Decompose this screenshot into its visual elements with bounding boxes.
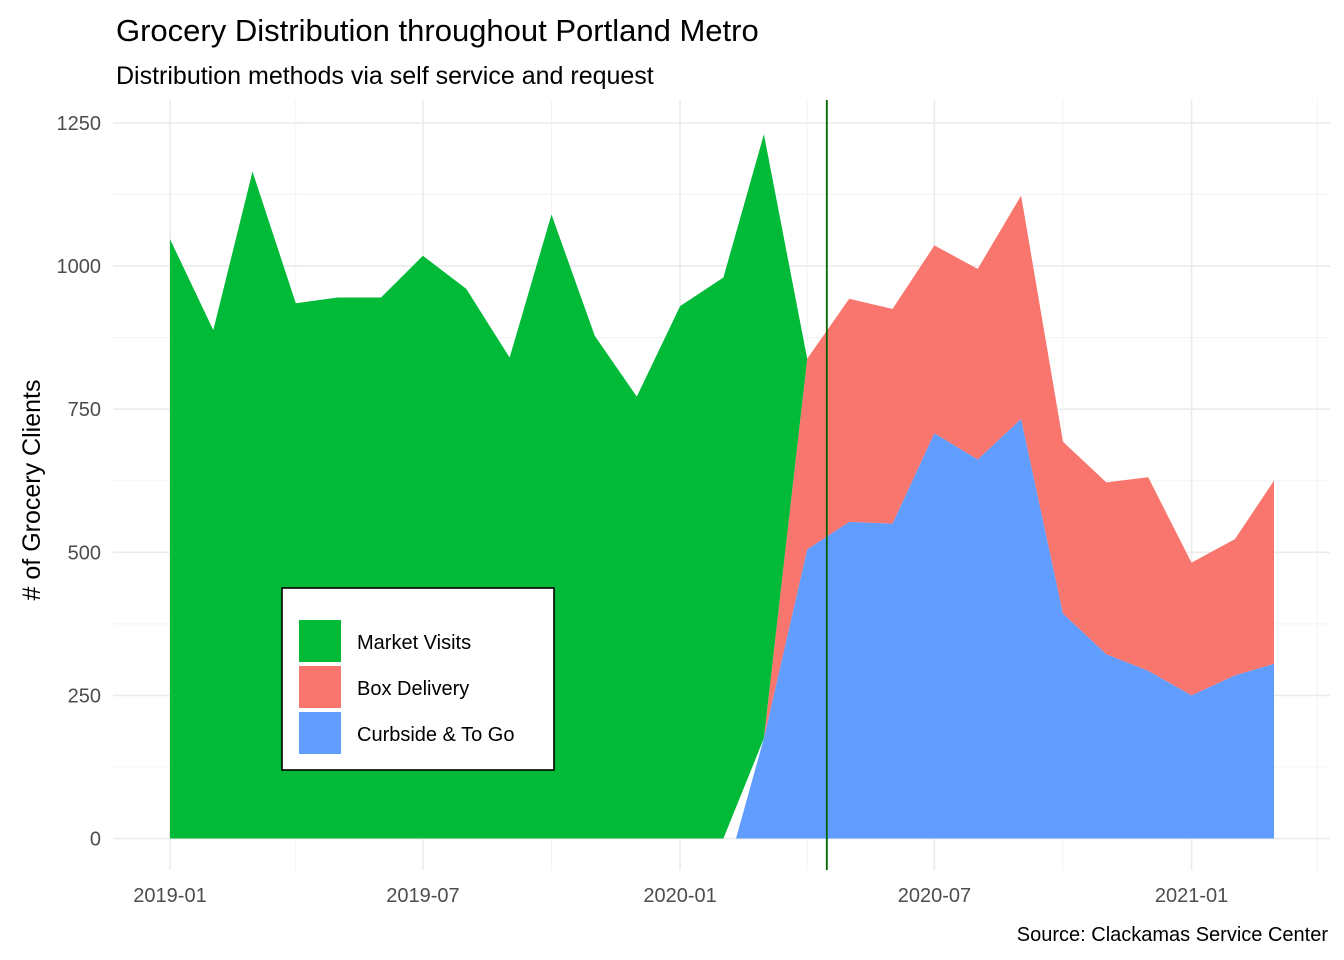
chart-subtitle: Distribution methods via self service an… xyxy=(116,62,654,90)
y-tick-label: 1250 xyxy=(57,113,102,135)
y-tick-label: 0 xyxy=(90,829,101,851)
y-tick-label: 750 xyxy=(68,399,101,421)
x-tick-label: 2019-01 xyxy=(133,885,206,907)
x-axis-ticks: 2019-01 2019-07 2020-01 2020-07 2021-01 xyxy=(133,885,1228,907)
x-tick-label: 2020-07 xyxy=(898,885,971,907)
y-axis-title: # of Grocery Clients xyxy=(18,380,46,601)
x-tick-label: 2019-07 xyxy=(386,885,459,907)
chart-caption: Source: Clackamas Service Center xyxy=(1017,924,1329,946)
legend-swatch-market-visits xyxy=(299,620,341,662)
y-tick-label: 250 xyxy=(68,685,101,707)
y-tick-label: 500 xyxy=(68,542,101,564)
chart-title: Grocery Distribution throughout Portland… xyxy=(116,13,759,48)
legend-label-curbside-to-go: Curbside & To Go xyxy=(357,724,515,746)
y-axis-ticks: 0 250 500 750 1000 1250 xyxy=(57,113,102,851)
area-box-delivery xyxy=(170,195,1274,839)
legend: Market Visits Box Delivery Curbside & To G… xyxy=(281,587,555,771)
x-tick-label: 2020-01 xyxy=(643,885,716,907)
legend-label-market-visits: Market Visits xyxy=(357,632,471,654)
legend-swatch-curbside-to-go xyxy=(299,712,341,754)
y-tick-label: 1000 xyxy=(57,256,102,278)
area-curbside-to-go xyxy=(170,418,1274,839)
legend-label-box-delivery: Box Delivery xyxy=(357,678,469,700)
x-tick-label: 2021-01 xyxy=(1155,885,1228,907)
legend-swatch-box-delivery xyxy=(299,666,341,708)
